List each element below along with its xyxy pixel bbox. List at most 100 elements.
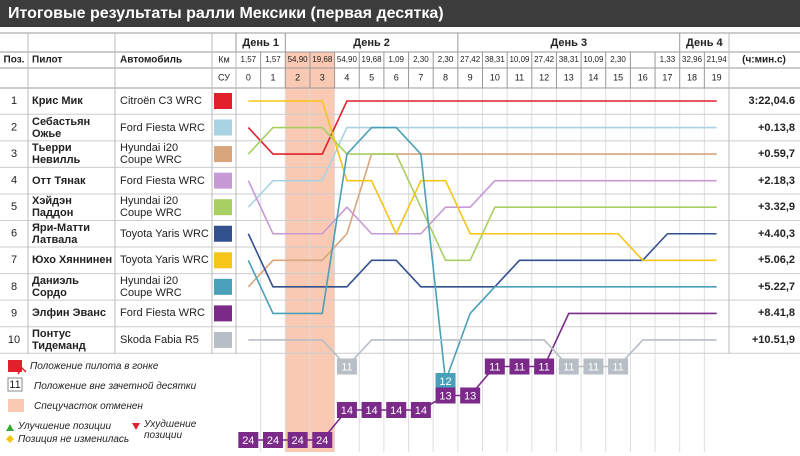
stage-km: 19,68 [362, 55, 383, 64]
legend-cancelled: Спецучасток отменен [34, 401, 143, 412]
outside-box [460, 387, 481, 404]
swatch [214, 172, 232, 189]
stage-number: 12 [539, 72, 549, 82]
stage-number: 13 [564, 72, 574, 82]
outside-box [608, 358, 629, 375]
car-header: Автомобиль [120, 54, 182, 66]
position-line [247, 153, 717, 288]
car: Ford Fiesta WRC [120, 307, 205, 320]
legend-shapes [6, 360, 140, 443]
legend-down: Ухудшение позиции [144, 419, 197, 441]
stage-number: 15 [613, 72, 623, 82]
gap: 3:22,04.6 [748, 95, 795, 107]
outside-label: 11 [538, 361, 549, 373]
day-label: День 4 [686, 37, 724, 49]
legend-position: Положение пилота в гонке [30, 361, 159, 372]
driver-name: Отт Тянак [32, 174, 86, 187]
stage-km: 54,90 [337, 55, 358, 64]
swatch [214, 93, 232, 109]
gap: +0.59,7 [757, 148, 795, 161]
stage-km: 21,94 [707, 55, 728, 64]
outside-label: 11 [563, 361, 574, 373]
outside-label: 14 [390, 405, 402, 417]
outside-box [336, 402, 357, 418]
stage-km: 38,31 [485, 55, 506, 64]
outside-box [583, 358, 604, 375]
legend-outside: Положение вне зачетной десятки [34, 381, 197, 392]
stage-km: 54,90 [288, 55, 309, 64]
stage-km: 2,30 [610, 55, 626, 64]
driver-name: Тьерри Невилль [32, 142, 81, 167]
stage-number: 17 [662, 72, 672, 82]
title: Итоговые результаты ралли Мексики (перва… [8, 5, 444, 22]
outside-box [509, 358, 530, 375]
stage-number: 8 [443, 72, 448, 82]
gap: +0.13,8 [757, 121, 795, 134]
position-line [247, 100, 717, 155]
outside-label: 24 [242, 435, 254, 447]
car: Ford Fiesta WRC [120, 121, 205, 134]
position: 6 [11, 228, 17, 240]
outside-label: 12 [439, 376, 451, 388]
swatch [214, 225, 232, 242]
swatch [214, 278, 232, 295]
outside-label: 11 [514, 361, 525, 373]
outside-label: 14 [341, 405, 353, 417]
driver-name: Яри-Матти Латвала [32, 221, 91, 246]
stage-number: 3 [320, 72, 325, 82]
car: Toyota Yaris WRC [120, 227, 209, 240]
driver-header: Пилот [32, 55, 62, 66]
day-label: День 3 [550, 37, 587, 49]
car: Hyundai i20 Coupe WRC [120, 195, 182, 220]
position: 2 [11, 121, 17, 133]
stage-km: 38,31 [559, 55, 580, 64]
swatch [214, 146, 232, 163]
outside-label: 11 [341, 361, 352, 373]
driver-name: Даниэль Сордо [32, 274, 79, 299]
stage-number: 2 [295, 72, 300, 82]
gap: +2.18,3 [757, 174, 795, 187]
driver-name: Элфин Эванс [32, 307, 106, 320]
swatch [214, 119, 232, 136]
car: Citroën C3 WRC [120, 95, 202, 107]
outside-label: 13 [464, 390, 476, 402]
outside-label: 11 [489, 361, 500, 373]
stage-header: СУ [218, 72, 230, 82]
stage-km: 1,57 [241, 55, 257, 64]
car: Hyundai i20 Coupe WRC [120, 142, 182, 167]
position: 5 [11, 201, 17, 213]
outside-label: 24 [316, 435, 328, 447]
driver-name: Хэйдэн Паддон [32, 195, 74, 220]
stage-number: 4 [344, 72, 349, 82]
stage-number: 16 [638, 72, 648, 82]
stage-number: 10 [490, 72, 500, 82]
car: Toyota Yaris WRC [120, 254, 209, 267]
stage-km: 19,68 [312, 55, 333, 64]
title-bar [0, 0, 800, 27]
car: Ford Fiesta WRC [120, 174, 205, 187]
outside-box [558, 358, 579, 375]
outside-box [287, 432, 308, 448]
time-header: (ч:мин.с) [742, 55, 786, 66]
position-line [247, 126, 717, 382]
gap: +8.41,8 [757, 307, 795, 320]
stage-km: 27,42 [460, 55, 481, 64]
cancelled-stage [285, 52, 310, 452]
outside-box [534, 358, 555, 375]
stage-number: 6 [394, 72, 399, 82]
driver-name: Юхо Хяннинен [32, 254, 113, 267]
stage-km: 10,09 [509, 55, 530, 64]
outside-box [238, 432, 259, 448]
stage-km: 1,09 [388, 55, 404, 64]
position: 4 [11, 175, 17, 187]
stage-number: 19 [712, 72, 722, 82]
grid [0, 32, 800, 452]
gap: +5.22,7 [757, 280, 795, 293]
outside-label: 14 [415, 405, 427, 417]
swatch [214, 252, 232, 269]
outside-box [312, 432, 333, 448]
outside-label: 11 [588, 361, 599, 373]
day-label: День 1 [242, 37, 279, 49]
swatch [214, 331, 232, 348]
outside-label: 24 [267, 435, 279, 447]
